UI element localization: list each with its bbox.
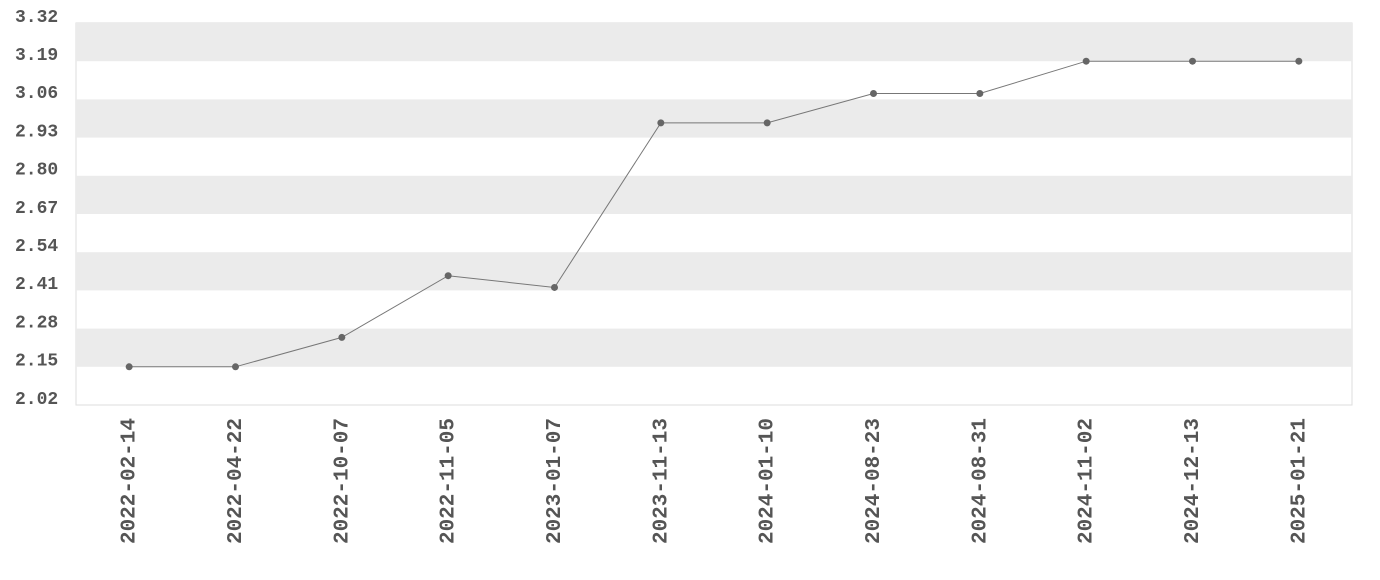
x-tick-label: 2024-01-10: [757, 418, 780, 544]
y-tick-label: 2.67: [15, 199, 58, 219]
y-tick-label: 2.15: [15, 352, 58, 372]
y-tick-label: 2.28: [15, 313, 58, 333]
grid-band: [76, 99, 1352, 138]
point: [1295, 57, 1303, 65]
y-tick-label: 3.32: [15, 8, 58, 28]
point: [657, 119, 665, 127]
y-tick-label: 2.93: [15, 122, 58, 142]
grid-band: [76, 23, 1352, 62]
y-tick-label: 2.54: [15, 237, 58, 257]
point: [125, 363, 133, 371]
x-tick-label: 2022-04-22: [225, 418, 248, 544]
x-tick-label: 2024-11-02: [1076, 418, 1099, 544]
point: [763, 119, 771, 127]
point: [1082, 57, 1090, 65]
y-tick-label: 2.41: [15, 275, 58, 295]
point: [444, 272, 452, 280]
line: [129, 60, 1299, 368]
y-tick-label: 2.02: [15, 390, 58, 410]
y-tick-label: 3.19: [15, 46, 58, 66]
point: [1189, 57, 1196, 65]
x-tick-label: 2024-12-13: [1182, 418, 1205, 544]
y-tick-label: 3.06: [15, 84, 58, 104]
x-tick-label: 2022-02-14: [119, 418, 142, 544]
point: [551, 283, 558, 291]
x-tick-label: 2025-01-21: [1288, 418, 1311, 544]
x-tick-label: 2023-01-07: [544, 418, 567, 544]
x-tick-label: 2023-11-13: [650, 418, 673, 544]
x-tick-label: 2022-11-05: [438, 418, 461, 544]
y-tick-label: 2.80: [15, 161, 58, 181]
grid-band: [76, 175, 1352, 214]
x-tick-label: 2024-08-31: [969, 418, 992, 544]
point: [232, 363, 239, 371]
point: [870, 90, 877, 98]
x-tick-label: 2022-10-07: [331, 418, 354, 544]
point: [976, 90, 984, 98]
grid-band: [76, 252, 1352, 291]
grid-band: [76, 328, 1352, 367]
x-tick-label: 2024-08-23: [863, 418, 886, 544]
point: [338, 333, 346, 341]
